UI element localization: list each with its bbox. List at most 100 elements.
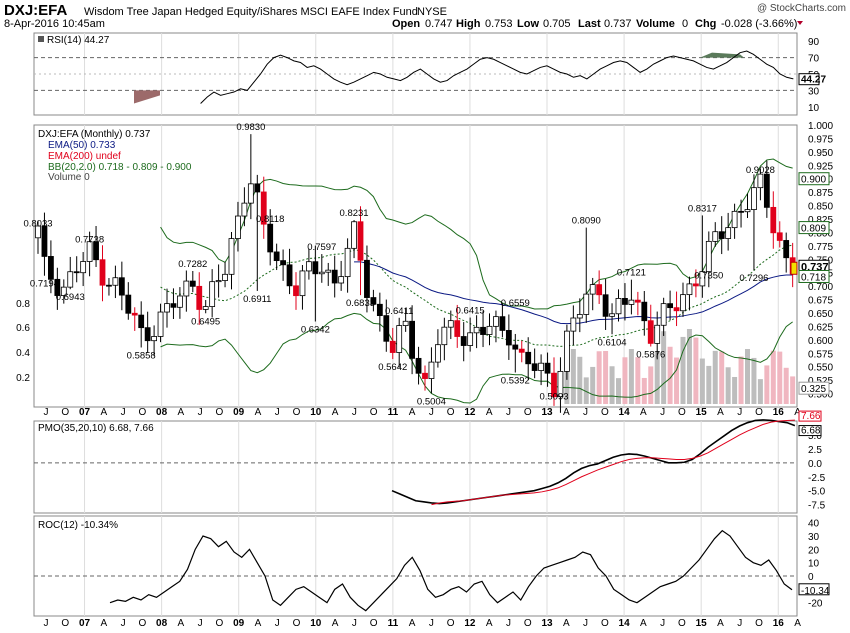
svg-text:RSI(14) 44.27: RSI(14) 44.27: [47, 35, 110, 46]
rsi-tick-label: 90: [808, 37, 820, 48]
x-tick-label: 11: [388, 618, 399, 629]
price-tick-label: 0.675: [808, 296, 833, 307]
x-tick-label: O: [216, 618, 224, 629]
x-tick-label: A: [794, 618, 801, 629]
volume-bar: [596, 351, 602, 404]
price-annotation: 0.6559: [501, 298, 530, 309]
x-tick-label: A: [563, 407, 570, 418]
x-tick-label: O: [216, 407, 224, 418]
candle-body: [235, 215, 241, 239]
volume-bar: [725, 367, 731, 404]
volume-bar: [770, 350, 776, 404]
candle-body: [776, 232, 783, 241]
x-tick-label: J: [737, 407, 742, 418]
x-tick-label: 13: [541, 618, 553, 629]
candle-body: [770, 206, 777, 234]
volume-bar: [751, 357, 757, 404]
x-tick-label: O: [447, 407, 455, 418]
candle-body: [454, 320, 461, 337]
price-tick-label: 0.850: [808, 202, 833, 213]
candle-body: [686, 283, 693, 296]
x-tick-label: O: [447, 618, 455, 629]
x-tick-label: 09: [233, 618, 245, 629]
x-tick-label: J: [352, 407, 357, 418]
x-tick-label: O: [601, 618, 609, 629]
candle-body: [222, 273, 228, 281]
x-tick-label: J: [506, 618, 511, 629]
x-tick-label: A: [332, 618, 339, 629]
price-annotation: 0.6833: [346, 298, 375, 309]
price-annotation: 0.6411: [385, 306, 413, 317]
candle-body: [215, 280, 222, 283]
svg-text:PMO(35,20,10) 6.68, 7.66: PMO(35,20,10) 6.68, 7.66: [38, 423, 154, 434]
price-tick-label: 0.600: [808, 336, 833, 347]
candle-body: [157, 311, 164, 337]
candle-body: [712, 231, 719, 242]
x-tick-label: O: [601, 407, 609, 418]
candle-body: [196, 285, 203, 310]
volume-bar: [667, 346, 673, 404]
price-badge: [798, 221, 830, 235]
price-annotation: 0.6495: [191, 316, 220, 327]
price-tick-label: 1.000: [808, 121, 833, 132]
candle-body: [602, 294, 609, 317]
x-tick-label: J: [583, 407, 588, 418]
candle-body: [609, 313, 615, 317]
candle-body: [60, 286, 67, 296]
pmo-signal-line: [431, 419, 795, 506]
volume-bar: [641, 377, 647, 404]
x-tick-label: A: [332, 407, 339, 418]
pmo-badge-label: 6.68: [801, 426, 821, 437]
x-tick-label: J: [583, 618, 588, 629]
price-annotation: 0.8033: [23, 219, 52, 230]
candle-body: [441, 326, 448, 346]
x-tick-label: 16: [773, 618, 785, 629]
candle-body: [41, 225, 48, 257]
candle-body: [267, 223, 274, 253]
price-annotation: 0.7597: [307, 242, 336, 253]
price-annotation: 0.8231: [340, 208, 369, 219]
volume-bar: [686, 329, 692, 404]
candle-body: [596, 284, 603, 296]
candle-body: [67, 271, 74, 288]
x-tick-label: A: [486, 618, 493, 629]
price-badge: [798, 172, 830, 186]
candle-body: [422, 372, 428, 379]
dropdown-arrow-icon[interactable]: [797, 21, 803, 25]
candle-body: [654, 324, 661, 344]
candle-body: [48, 256, 54, 280]
price-tick-label: 0.525: [808, 376, 833, 387]
price-tick-label: 0.575: [808, 349, 833, 360]
x-tick-label: A: [100, 407, 107, 418]
candle-body: [202, 306, 209, 310]
candle-body: [725, 227, 732, 239]
svg-text:0.737: 0.737: [604, 18, 632, 30]
x-tick-label: 14: [619, 618, 631, 629]
candle-body: [138, 314, 145, 329]
pmo-legend: PMO(35,20,10) 6.68, 7.66: [38, 423, 154, 434]
x-tick-label: J: [121, 618, 126, 629]
candle-body: [293, 285, 299, 297]
pmo-tick-label: -2.5: [808, 473, 826, 484]
candle-body: [757, 173, 764, 189]
svg-text:0.747: 0.747: [425, 18, 453, 30]
volume-bar: [674, 357, 680, 404]
volume-bar: [757, 379, 763, 404]
x-tick-label: 07: [79, 618, 91, 629]
svg-text:0.705: 0.705: [543, 18, 571, 30]
candle-body: [634, 299, 641, 303]
price-badge-label: 0.325: [801, 384, 826, 395]
x-tick-label: J: [429, 618, 434, 629]
svg-text:ROC(12) -10.34%: ROC(12) -10.34%: [38, 520, 118, 531]
candle-body: [299, 270, 306, 297]
volume-bar: [609, 366, 615, 404]
candle-body: [176, 295, 183, 308]
price-badge-label: 0.718: [801, 272, 826, 283]
price-annotation: 0.5093: [539, 392, 568, 403]
x-tick-label: J: [198, 618, 203, 629]
volume-bar: [616, 378, 621, 404]
x-tick-label: J: [660, 407, 665, 418]
candle-body: [93, 241, 99, 261]
candle-body: [699, 271, 706, 287]
price-badge-label: 0.809: [801, 224, 826, 235]
